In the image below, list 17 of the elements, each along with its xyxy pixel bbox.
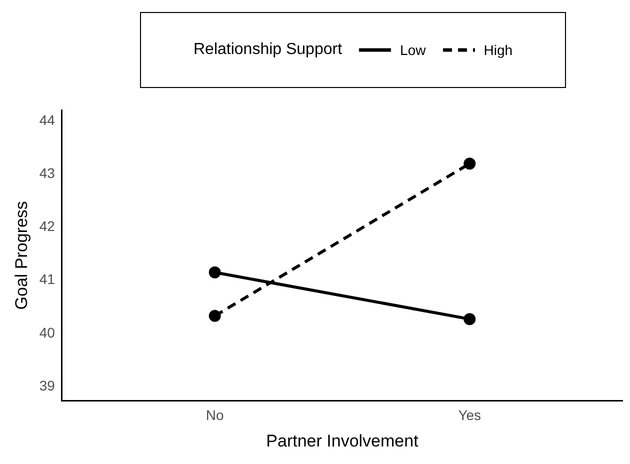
y-tick-label: 39 — [39, 377, 56, 394]
point — [464, 313, 476, 326]
point — [464, 158, 476, 170]
point — [208, 310, 221, 322]
y-tick-label: 40 — [39, 324, 56, 340]
y-axis-title: Goal Progress — [12, 201, 31, 310]
y-tick-label: 44 — [39, 112, 56, 128]
x-axis-title: Partner Involvement — [266, 431, 419, 450]
legend-label: Low — [400, 42, 426, 58]
y-tick-label: 43 — [39, 165, 56, 182]
y-tick-label: 42 — [39, 218, 56, 234]
point — [208, 266, 221, 278]
legend-title: Relationship Support — [193, 41, 342, 59]
legend-label: High — [484, 42, 513, 58]
x-tick-label: No — [206, 407, 224, 424]
y-tick-label: 41 — [39, 271, 56, 288]
x-tick-label: Yes — [458, 407, 482, 424]
